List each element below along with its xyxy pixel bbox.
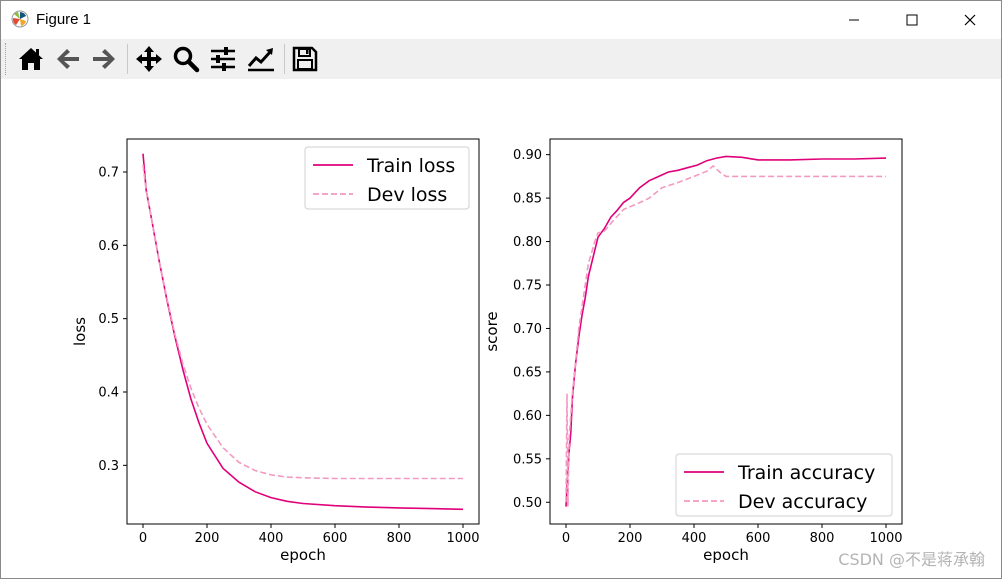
- back-arrow-icon: [57, 49, 79, 69]
- save-button[interactable]: [289, 43, 321, 75]
- plot-frame: [126, 138, 480, 525]
- pan-button[interactable]: [133, 43, 165, 75]
- navigation-toolbar: [1, 39, 1001, 79]
- legend-label: Dev loss: [367, 184, 447, 206]
- x-tick-label: 400: [682, 531, 707, 546]
- y-tick-label: 0.90: [513, 148, 542, 163]
- back-button[interactable]: [52, 43, 84, 75]
- x-tick-label: 800: [810, 531, 835, 546]
- series-line-dev-accuracy: [565, 164, 886, 507]
- y-tick-label: 0.7: [98, 166, 119, 181]
- x-tick-label: 1000: [446, 531, 479, 546]
- y-tick-label: 0.70: [513, 322, 542, 337]
- close-button[interactable]: [947, 1, 993, 39]
- y-axis-label: loss: [71, 317, 89, 346]
- legend-label: Dev accuracy: [738, 491, 867, 513]
- x-tick-label: 800: [387, 531, 412, 546]
- y-tick-label: 0.65: [513, 365, 542, 380]
- x-tick-label: 200: [195, 531, 220, 546]
- toolbar-grip[interactable]: [5, 43, 8, 75]
- title-bar: Figure 1: [1, 1, 1001, 39]
- edit-axis-icon: [247, 48, 274, 72]
- legend-label: Train loss: [366, 155, 455, 177]
- y-tick-label: 0.80: [513, 235, 542, 250]
- plot-frame: [549, 138, 903, 525]
- edit-axis-button[interactable]: [245, 43, 277, 75]
- forward-button[interactable]: [88, 43, 120, 75]
- x-tick-label: 600: [323, 531, 348, 546]
- y-tick-label: 0.3: [98, 459, 119, 474]
- zoom-icon: [173, 46, 200, 73]
- pan-icon: [136, 46, 162, 72]
- matplotlib-logo-icon: [11, 10, 29, 28]
- series-line-dev-loss: [142, 164, 463, 480]
- x-tick-label: 200: [618, 531, 643, 546]
- x-tick-label: 600: [746, 531, 771, 546]
- home-button[interactable]: [15, 43, 47, 75]
- toolbar-separator: [284, 44, 285, 74]
- y-tick-label: 0.5: [98, 312, 119, 327]
- x-tick-label: 0: [562, 531, 570, 546]
- x-axis-label: epoch: [703, 546, 749, 564]
- x-axis-label: epoch: [280, 546, 326, 564]
- y-axis-label: score: [483, 311, 501, 351]
- y-tick-label: 0.6: [98, 239, 119, 254]
- maximize-icon: [906, 14, 918, 26]
- legend-label: Train accuracy: [737, 462, 875, 484]
- forward-arrow-icon: [93, 49, 115, 69]
- zoom-button[interactable]: [170, 43, 202, 75]
- configure-subplots-icon: [211, 47, 235, 71]
- figure-canvas[interactable]: 0 200 400 600 800 1000 0.3 0.4 0.5 0.6 0.7 epoch los…: [1, 79, 1001, 578]
- save-icon: [292, 46, 318, 72]
- y-tick-label: 0.85: [513, 192, 542, 207]
- configure-subplots-button[interactable]: [207, 43, 239, 75]
- home-icon: [19, 48, 43, 70]
- x-tick-label: 0: [139, 531, 147, 546]
- y-tick-label: 0.4: [98, 386, 119, 401]
- y-tick-label: 0.55: [513, 452, 542, 467]
- y-tick-label: 0.60: [513, 409, 542, 424]
- minimize-button[interactable]: [831, 1, 877, 39]
- x-tick-label: 1000: [869, 531, 902, 546]
- maximize-button[interactable]: [889, 1, 935, 39]
- toolbar-separator: [127, 44, 128, 74]
- close-icon: [964, 14, 976, 26]
- legend-box: [675, 453, 893, 517]
- figure-svg: 0 200 400 600 800 1000 0.3 0.4 0.5 0.6 0.7 epoch los…: [71, 138, 903, 564]
- watermark-text: CSDN @不是蒋承翰: [838, 550, 985, 569]
- y-tick-label: 0.75: [513, 279, 542, 294]
- window-title: Figure 1: [36, 11, 92, 28]
- minimize-icon: [849, 19, 859, 21]
- x-tick-label: 400: [259, 531, 284, 546]
- y-tick-label: 0.50: [513, 496, 542, 511]
